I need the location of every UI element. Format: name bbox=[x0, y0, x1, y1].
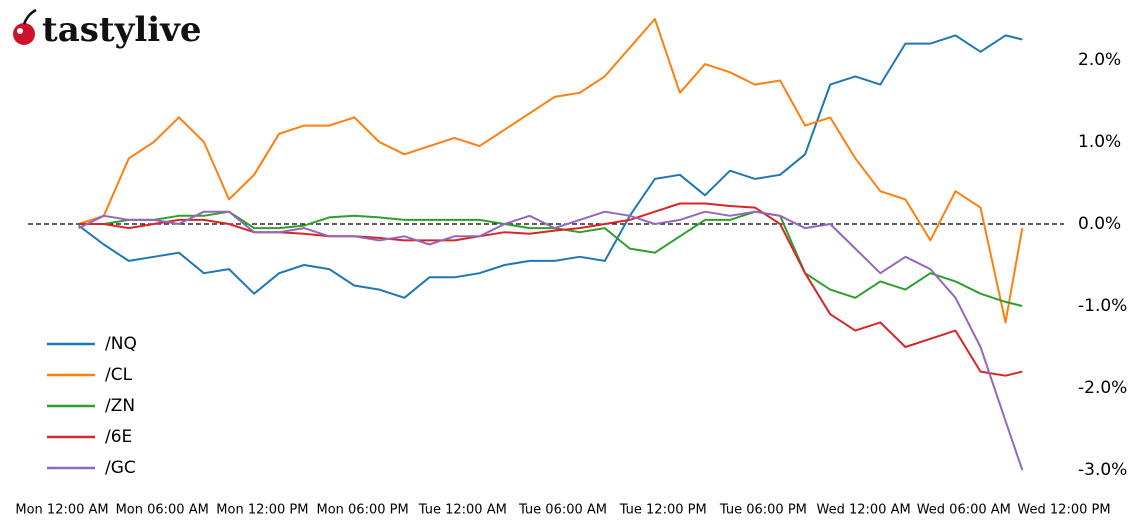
x-tick-label: Tue 06:00 AM bbox=[518, 503, 607, 518]
y-tick-label: -3.0% bbox=[1078, 460, 1127, 480]
legend-label: /GC bbox=[105, 458, 136, 478]
x-tick-label: Tue 12:00 PM bbox=[619, 503, 707, 518]
series-line bbox=[78, 202, 1023, 377]
x-tick-label: Wed 12:00 PM bbox=[1017, 503, 1110, 518]
legend-label: /ZN bbox=[105, 396, 135, 416]
y-tick-label: 2.0% bbox=[1078, 50, 1121, 70]
legend-label: /6E bbox=[105, 427, 132, 447]
x-tick-label: Mon 06:00 PM bbox=[316, 503, 408, 518]
series-line bbox=[78, 18, 1024, 324]
y-tick-label: -2.0% bbox=[1078, 378, 1127, 398]
y-tick-label: 0.0% bbox=[1078, 214, 1121, 234]
logo-icon bbox=[13, 8, 37, 45]
series-line bbox=[78, 210, 1024, 471]
x-tick-label: Wed 06:00 AM bbox=[917, 503, 1011, 518]
logo: tastylive bbox=[42, 10, 202, 50]
y-tick-label: 1.0% bbox=[1078, 132, 1121, 152]
x-tick-label: Wed 12:00 AM bbox=[817, 503, 911, 518]
x-tick-label: Tue 06:00 PM bbox=[719, 503, 807, 518]
x-tick-label: Mon 12:00 AM bbox=[15, 503, 108, 518]
series-line bbox=[78, 34, 1023, 299]
x-tick-label: Tue 12:00 AM bbox=[418, 503, 507, 518]
legend-label: /NQ bbox=[105, 334, 137, 354]
legend-label: /CL bbox=[105, 365, 133, 385]
x-tick-label: Mon 12:00 PM bbox=[216, 503, 308, 518]
x-tick-label: Mon 06:00 AM bbox=[116, 503, 209, 518]
y-tick-label: -1.0% bbox=[1078, 296, 1127, 316]
